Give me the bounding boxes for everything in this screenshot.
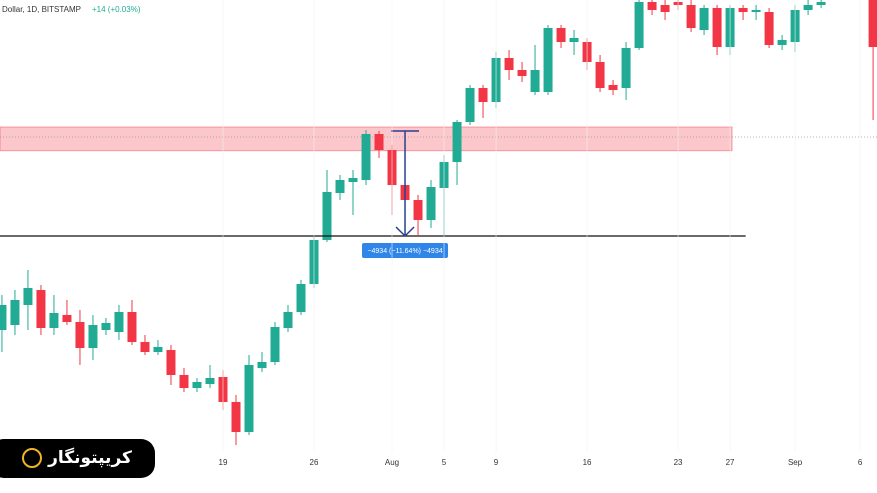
candle-body <box>660 5 670 12</box>
candle-body <box>556 28 566 42</box>
x-tick-label: Sep <box>788 458 803 467</box>
candle-body <box>686 5 696 28</box>
candle-body <box>426 187 436 220</box>
chart-title: Dollar, 1D, BITSTAMP <box>2 5 81 14</box>
candle-body <box>569 38 579 42</box>
candle-body <box>75 322 85 348</box>
candle-body <box>153 347 163 352</box>
measure-label-box <box>362 243 449 258</box>
candle-body <box>335 180 345 193</box>
candle-body <box>738 8 748 12</box>
candle-body <box>517 70 527 76</box>
candle-body <box>205 378 215 384</box>
arrow-head <box>395 226 415 238</box>
x-tick-label: 26 <box>310 458 319 467</box>
candle-body <box>49 313 59 328</box>
logo-text: کریپتونگار <box>47 447 132 468</box>
candle-body <box>114 312 124 332</box>
candle-body <box>699 8 709 30</box>
candle-body <box>621 48 631 88</box>
candle-body <box>530 70 540 92</box>
x-tick-label: 19 <box>219 458 228 467</box>
candle-body <box>0 305 7 330</box>
x-tick-label: 16 <box>583 458 592 467</box>
candle-body <box>36 290 46 328</box>
candle-body <box>543 28 553 92</box>
candle-body <box>179 375 189 388</box>
candle-body <box>127 312 137 342</box>
candle-body <box>413 200 423 220</box>
candle-body <box>101 323 111 330</box>
candle-body <box>166 350 176 375</box>
candle-body <box>244 365 254 432</box>
candle-body <box>361 134 371 180</box>
candle-body <box>868 0 877 47</box>
candle-body <box>374 134 384 150</box>
candle-body <box>296 284 306 312</box>
candle-body <box>465 88 475 122</box>
candle-body <box>322 192 332 240</box>
candle-body <box>231 402 241 432</box>
x-tick-label: 27 <box>726 458 735 467</box>
x-tick-label: Aug <box>385 458 399 467</box>
candle-body <box>10 300 20 325</box>
candle-body <box>751 10 761 12</box>
candle-body <box>270 327 280 362</box>
measure-label: −4934 (−11.64%) −4934 <box>367 248 442 255</box>
x-tick-label: 6 <box>858 458 863 467</box>
x-tick-label: 23 <box>674 458 683 467</box>
candle-body <box>192 382 202 388</box>
candle-body <box>595 62 605 88</box>
candle-body <box>504 58 514 70</box>
x-tick-label: 5 <box>442 458 447 467</box>
logo-icon <box>22 448 42 468</box>
candle-body <box>608 85 618 90</box>
candle-body <box>257 362 267 368</box>
candle-body <box>62 315 72 322</box>
candle-body <box>23 288 33 305</box>
candle-body <box>634 2 644 48</box>
x-tick-label: 9 <box>494 458 499 467</box>
candle-body <box>88 325 98 348</box>
logo-box <box>0 439 155 478</box>
candle-body <box>348 178 358 182</box>
candle-body <box>712 8 722 47</box>
candle-body <box>283 312 293 328</box>
candle-body <box>777 40 787 45</box>
candle-body <box>452 122 462 162</box>
candle-body <box>816 2 826 5</box>
candle-body <box>647 2 657 10</box>
candle-body <box>478 88 488 102</box>
candle-body <box>140 342 150 352</box>
price-change: +14 (+0.03%) <box>92 5 141 14</box>
candle-body <box>764 12 774 45</box>
candle-body <box>803 5 813 10</box>
